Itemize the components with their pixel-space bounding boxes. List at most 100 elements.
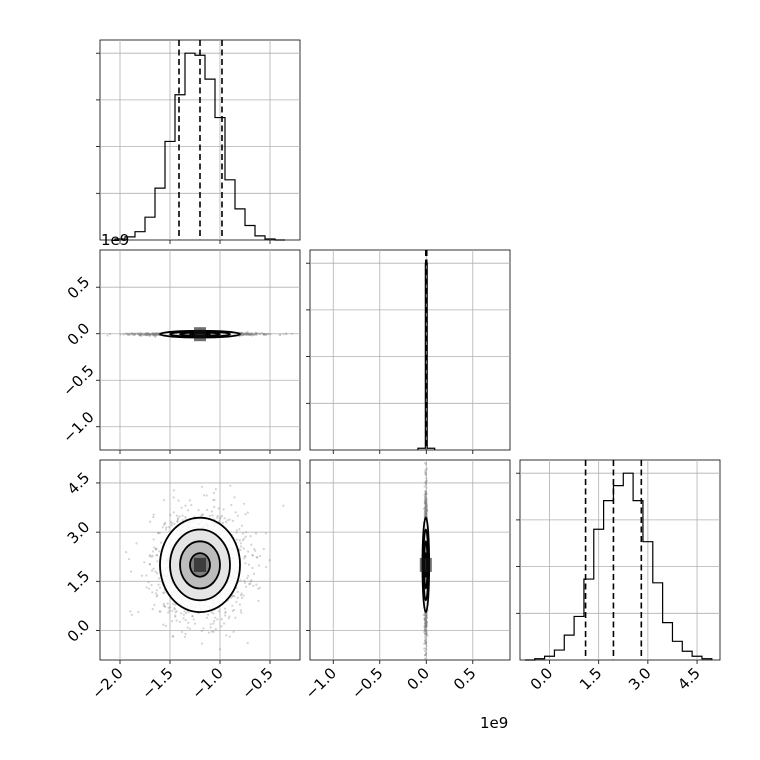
sample-point xyxy=(425,625,428,629)
sample-point xyxy=(175,619,178,622)
sample-point xyxy=(425,512,428,516)
sample-point xyxy=(425,648,428,651)
sample-point xyxy=(263,333,266,336)
sample-point xyxy=(244,555,247,558)
sample-point xyxy=(424,493,427,496)
sample-point xyxy=(423,657,426,660)
sample-point xyxy=(233,595,236,598)
sample-point xyxy=(424,629,427,632)
sample-point xyxy=(253,548,256,551)
sample-point xyxy=(424,622,427,625)
sample-point xyxy=(154,570,157,573)
sample-point xyxy=(242,547,245,550)
sample-point xyxy=(151,331,154,335)
sample-point xyxy=(162,602,166,605)
sample-point xyxy=(424,626,427,629)
sample-point xyxy=(174,611,177,614)
sample-point xyxy=(249,580,252,583)
sample-point xyxy=(157,332,160,335)
sample-point xyxy=(247,563,250,566)
sample-point xyxy=(209,626,212,629)
sample-point xyxy=(129,332,133,335)
sample-point xyxy=(424,627,427,631)
sample-point xyxy=(425,644,428,647)
sample-point xyxy=(167,606,170,610)
sample-point xyxy=(282,333,285,336)
sample-point xyxy=(144,333,147,336)
sample-point xyxy=(153,334,157,337)
sample-point xyxy=(424,652,428,655)
sample-point xyxy=(152,333,155,336)
sample-point xyxy=(424,468,427,471)
sample-point xyxy=(235,600,238,603)
sample-point xyxy=(128,558,131,561)
sample-point xyxy=(263,333,266,336)
sample-point xyxy=(424,624,427,627)
sample-point xyxy=(243,332,246,335)
sample-point xyxy=(236,514,239,517)
sample-point xyxy=(425,625,428,628)
sample-point xyxy=(127,333,130,336)
sample-point xyxy=(425,499,428,502)
sample-point xyxy=(425,513,428,517)
sample-point xyxy=(262,333,265,336)
sample-point xyxy=(223,622,226,625)
sample-point xyxy=(131,332,134,335)
sample-point xyxy=(424,490,427,493)
sample-point xyxy=(234,616,237,619)
sample-point xyxy=(245,332,248,335)
sample-point xyxy=(164,605,167,608)
sample-point xyxy=(249,582,252,586)
sample-point xyxy=(155,333,158,336)
sample-point xyxy=(239,579,242,582)
sample-point xyxy=(149,333,152,336)
sample-point xyxy=(170,524,173,527)
sample-point xyxy=(149,333,152,336)
sample-point xyxy=(244,535,247,538)
sample-point xyxy=(176,520,179,524)
sample-point xyxy=(154,548,157,551)
sample-point xyxy=(177,499,180,502)
sample-point xyxy=(424,470,427,473)
sample-point xyxy=(141,333,144,336)
sample-point xyxy=(227,617,230,620)
sample-point xyxy=(424,621,427,624)
sample-point xyxy=(140,332,143,335)
sample-point xyxy=(155,589,158,592)
sample-point xyxy=(247,332,250,336)
sample-point xyxy=(138,333,142,336)
sample-point xyxy=(424,619,427,622)
sample-point xyxy=(142,333,146,336)
sample-point xyxy=(154,592,157,595)
sample-point xyxy=(250,332,253,335)
sample-point xyxy=(424,462,427,465)
sample-point xyxy=(205,616,208,619)
sample-point xyxy=(425,505,428,508)
sample-point xyxy=(424,504,428,507)
sample-point xyxy=(256,556,259,559)
x-tick-label: −2.0 xyxy=(88,664,126,702)
sample-point xyxy=(238,539,241,542)
sample-point xyxy=(217,610,221,613)
x-tick-label: −1.0 xyxy=(188,664,226,702)
sample-point xyxy=(151,332,154,335)
sample-point xyxy=(424,629,427,632)
sample-point xyxy=(424,614,427,617)
sample-point xyxy=(254,332,257,335)
sample-point xyxy=(156,333,159,336)
sample-point xyxy=(140,574,144,577)
sample-point xyxy=(152,333,155,336)
sample-point xyxy=(425,497,428,500)
sample-point xyxy=(262,547,265,551)
sample-point xyxy=(153,333,156,336)
sample-point xyxy=(210,611,213,614)
sample-point xyxy=(171,634,174,638)
sample-point xyxy=(285,333,288,336)
contour-line xyxy=(189,552,211,578)
sample-point xyxy=(243,579,246,582)
sample-point xyxy=(424,512,427,515)
sample-point xyxy=(243,537,246,540)
sample-point xyxy=(139,333,142,336)
sample-point xyxy=(156,333,160,336)
sample-point xyxy=(202,494,205,497)
